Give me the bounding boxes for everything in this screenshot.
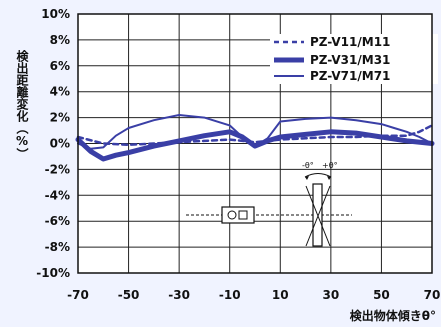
- legend: PZ-V11/M11 PZ-V31/M31 PZ-V71/M71: [270, 34, 438, 84]
- y-tick-label: 0%: [50, 137, 70, 151]
- x-tick-label: 10: [272, 288, 289, 302]
- y-tick-label: -6%: [45, 214, 70, 228]
- y-tick-label: 10%: [41, 7, 70, 21]
- theta-minus-label: -θ°: [302, 161, 314, 170]
- y-tick-label: 6%: [50, 59, 70, 73]
- x-tick-label: 50: [373, 288, 390, 302]
- rotation-arc-icon: [304, 173, 332, 178]
- y-tick-label: -10%: [36, 266, 70, 280]
- x-tick-label: -10: [219, 288, 241, 302]
- x-tick-label: 30: [323, 288, 340, 302]
- series-layer: [75, 114, 435, 162]
- arrow-right-icon: [327, 176, 331, 180]
- legend-label-pz-v71: PZ-V71/M71: [310, 69, 390, 83]
- y-tick-label: -4%: [45, 188, 70, 202]
- series-line-pz-v71-m71: [77, 114, 433, 150]
- plot-border: [77, 13, 433, 274]
- theta-plus-label: +θ°: [322, 161, 338, 170]
- sensor-body: [221, 206, 255, 224]
- y-tick-label: -8%: [45, 240, 70, 254]
- tilt-diagram: -θ° +θ°: [186, 161, 352, 247]
- y-tick-label: 4%: [50, 85, 70, 99]
- x-axis-label: 検出物体傾きθ°: [350, 308, 436, 323]
- x-tick-label: -50: [118, 288, 140, 302]
- y-tick-label: -2%: [45, 162, 70, 176]
- tick-labels: -70 -50 -30 -10 10 30 50 70 10% 8% 6% 4% 2% 0% -2% -4% -…: [36, 7, 440, 302]
- x-tick-label: -30: [168, 288, 190, 302]
- legend-label-pz-v11: PZ-V11/M11: [310, 35, 390, 49]
- y-tick-label: 8%: [50, 33, 70, 47]
- x-tick-label: -70: [67, 288, 89, 302]
- y-tick-label: 2%: [50, 111, 70, 125]
- sensor-lens-icon: [227, 210, 237, 220]
- x-tick-label: 70: [424, 288, 441, 302]
- arrow-left-icon: [305, 176, 309, 180]
- tilt-line-minus: [305, 185, 331, 247]
- y-axis-label: 検出距離変化（%）: [15, 49, 29, 160]
- sensor-window-icon: [238, 210, 248, 220]
- legend-label-pz-v31: PZ-V31/M31: [310, 53, 390, 67]
